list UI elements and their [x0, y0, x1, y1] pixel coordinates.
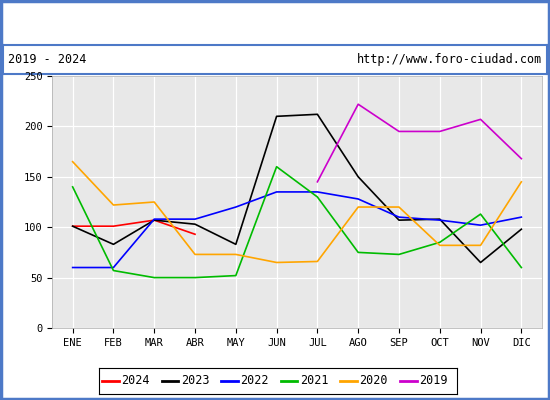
Text: 2019: 2019	[419, 374, 448, 388]
Text: 2020: 2020	[359, 374, 388, 388]
Text: Evolucion Nº Turistas Extranjeros en el municipio de Rocafort: Evolucion Nº Turistas Extranjeros en el …	[8, 16, 542, 31]
Text: 2022: 2022	[240, 374, 269, 388]
Text: 2024: 2024	[121, 374, 150, 388]
Text: 2019 - 2024: 2019 - 2024	[8, 53, 86, 66]
Text: 2023: 2023	[180, 374, 209, 388]
Text: 2021: 2021	[300, 374, 328, 388]
Text: http://www.foro-ciudad.com: http://www.foro-ciudad.com	[356, 53, 542, 66]
